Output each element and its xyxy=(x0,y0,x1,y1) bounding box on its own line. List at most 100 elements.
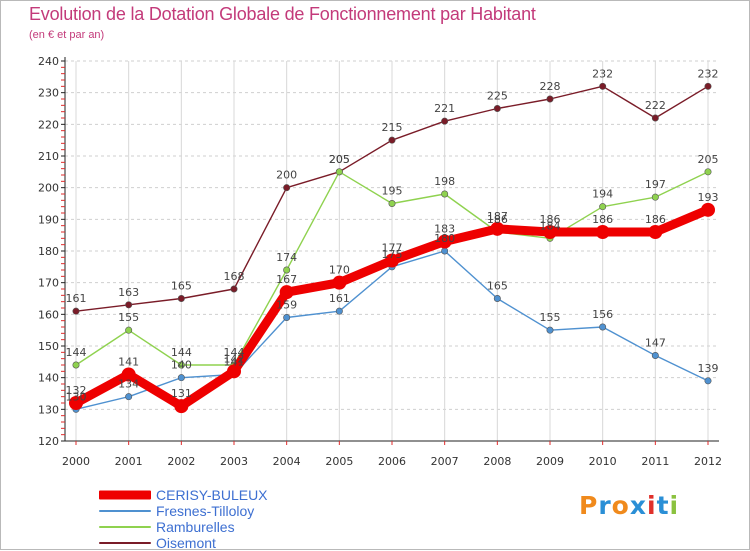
logo-letter: i xyxy=(669,491,680,520)
data-label-cerisy-buleux: 193 xyxy=(698,191,719,204)
data-label-fresnes-tilloloy: 130 xyxy=(66,390,87,403)
data-label-oisemont: 228 xyxy=(540,80,561,93)
data-label-fresnes-tilloloy: 155 xyxy=(540,311,561,324)
y-tick-label: 160 xyxy=(38,308,59,321)
data-label-ramburelles: 186 xyxy=(487,213,508,226)
data-label-ramburelles: 197 xyxy=(645,178,666,191)
data-label-fresnes-tilloloy: 165 xyxy=(487,280,508,293)
data-label-fresnes-tilloloy: 180 xyxy=(434,232,455,245)
data-label-oisemont: 232 xyxy=(698,67,719,80)
logo-letter: t xyxy=(656,491,670,520)
data-label-cerisy-buleux: 177 xyxy=(382,242,403,255)
data-point-ramburelles xyxy=(72,361,80,369)
x-tick-label: 2011 xyxy=(641,455,669,468)
data-label-oisemont: 225 xyxy=(487,90,508,103)
data-label-oisemont: 222 xyxy=(645,99,666,112)
data-label-cerisy-buleux: 142 xyxy=(224,352,245,365)
y-tick-label: 170 xyxy=(38,277,59,290)
data-point-cerisy-buleux xyxy=(437,234,452,249)
data-point-cerisy-buleux xyxy=(490,221,505,236)
data-point-fresnes-tilloloy xyxy=(651,351,659,359)
logo-letter: o xyxy=(611,491,630,520)
x-tick-label: 2000 xyxy=(62,455,90,468)
y-tick-label: 240 xyxy=(38,55,59,68)
data-label-ramburelles: 195 xyxy=(382,185,403,198)
chart-title: Evolution de la Dotation Globale de Fonc… xyxy=(29,4,536,24)
y-tick-label: 140 xyxy=(38,372,59,385)
data-label-ramburelles: 144 xyxy=(66,346,87,359)
data-point-oisemont xyxy=(599,82,607,90)
data-label-ramburelles: 144 xyxy=(171,346,192,359)
y-tick-label: 200 xyxy=(38,182,59,195)
data-label-ramburelles: 155 xyxy=(118,311,139,324)
y-tick-label: 150 xyxy=(38,340,59,353)
data-label-oisemont: 163 xyxy=(118,286,139,299)
data-point-oisemont xyxy=(283,184,291,192)
data-label-cerisy-buleux: 186 xyxy=(645,213,666,226)
data-point-cerisy-buleux xyxy=(648,225,663,239)
data-point-ramburelles xyxy=(599,203,607,211)
data-label-oisemont: 221 xyxy=(434,102,455,115)
data-point-fresnes-tilloloy xyxy=(283,313,291,321)
data-point-ramburelles xyxy=(125,326,133,334)
data-point-ramburelles xyxy=(335,168,343,176)
x-tick-label: 2001 xyxy=(115,455,143,468)
data-point-ramburelles xyxy=(441,190,449,198)
data-label-cerisy-buleux: 187 xyxy=(487,210,508,223)
legend-item-fresnes-tilloloy: Fresnes-Tilloloy xyxy=(99,503,329,519)
data-point-fresnes-tilloloy xyxy=(493,294,501,302)
legend-label: CERISY-BULEUX xyxy=(156,487,268,503)
data-point-oisemont xyxy=(72,307,80,315)
data-point-cerisy-buleux xyxy=(227,364,241,379)
data-point-oisemont xyxy=(493,105,501,113)
x-tick-label: 2006 xyxy=(378,455,406,468)
data-point-oisemont xyxy=(177,294,185,302)
x-tick-label: 2009 xyxy=(536,455,564,468)
data-label-oisemont: 168 xyxy=(224,270,245,283)
data-label-fresnes-tilloloy: 140 xyxy=(171,359,192,372)
data-point-oisemont xyxy=(125,301,133,309)
x-tick-label: 2005 xyxy=(325,455,353,468)
data-point-oisemont xyxy=(441,117,449,125)
logo-letter: i xyxy=(647,491,657,520)
data-label-oisemont: 200 xyxy=(276,169,297,182)
legend-label: Fresnes-Tilloloy xyxy=(156,503,255,519)
data-point-oisemont xyxy=(651,114,659,122)
y-tick-label: 120 xyxy=(38,435,59,448)
x-tick-label: 2003 xyxy=(220,455,248,468)
data-point-cerisy-buleux xyxy=(595,225,610,239)
legend-label: Oisemont xyxy=(156,535,216,551)
data-point-oisemont xyxy=(230,285,238,293)
data-label-oisemont: 232 xyxy=(592,67,613,80)
data-label-cerisy-buleux: 186 xyxy=(540,213,561,226)
data-label-fresnes-tilloloy: 161 xyxy=(329,292,350,305)
data-label-cerisy-buleux: 183 xyxy=(434,223,455,236)
legend-item-oisemont: Oisemont xyxy=(99,535,329,551)
data-label-ramburelles: 205 xyxy=(698,153,719,166)
legend-label: Ramburelles xyxy=(156,519,235,535)
data-point-fresnes-tilloloy xyxy=(599,323,607,331)
data-label-ramburelles: 174 xyxy=(276,251,297,264)
data-label-fresnes-tilloloy: 175 xyxy=(382,248,403,261)
data-label-fresnes-tilloloy: 156 xyxy=(592,308,613,321)
data-point-cerisy-buleux xyxy=(174,399,189,414)
data-label-ramburelles: 205 xyxy=(329,153,350,166)
data-label-cerisy-buleux: 141 xyxy=(118,356,139,369)
data-label-cerisy-buleux: 186 xyxy=(592,213,613,226)
x-tick-label: 2007 xyxy=(431,455,459,468)
data-point-fresnes-tilloloy xyxy=(177,374,185,382)
data-label-cerisy-buleux: 167 xyxy=(276,273,297,286)
legend-swatch xyxy=(99,526,151,528)
data-point-fresnes-tilloloy xyxy=(335,307,343,315)
data-point-oisemont xyxy=(704,82,712,90)
proxiti-logo: Proxiti xyxy=(579,491,679,520)
data-label-ramburelles: 144 xyxy=(224,346,245,359)
y-tick-label: 230 xyxy=(38,87,59,100)
logo-letter: P xyxy=(579,491,599,520)
legend-swatch xyxy=(99,510,151,512)
data-label-ramburelles: 198 xyxy=(434,175,455,188)
data-label-cerisy-buleux: 132 xyxy=(66,384,87,397)
data-point-cerisy-buleux xyxy=(543,225,557,239)
